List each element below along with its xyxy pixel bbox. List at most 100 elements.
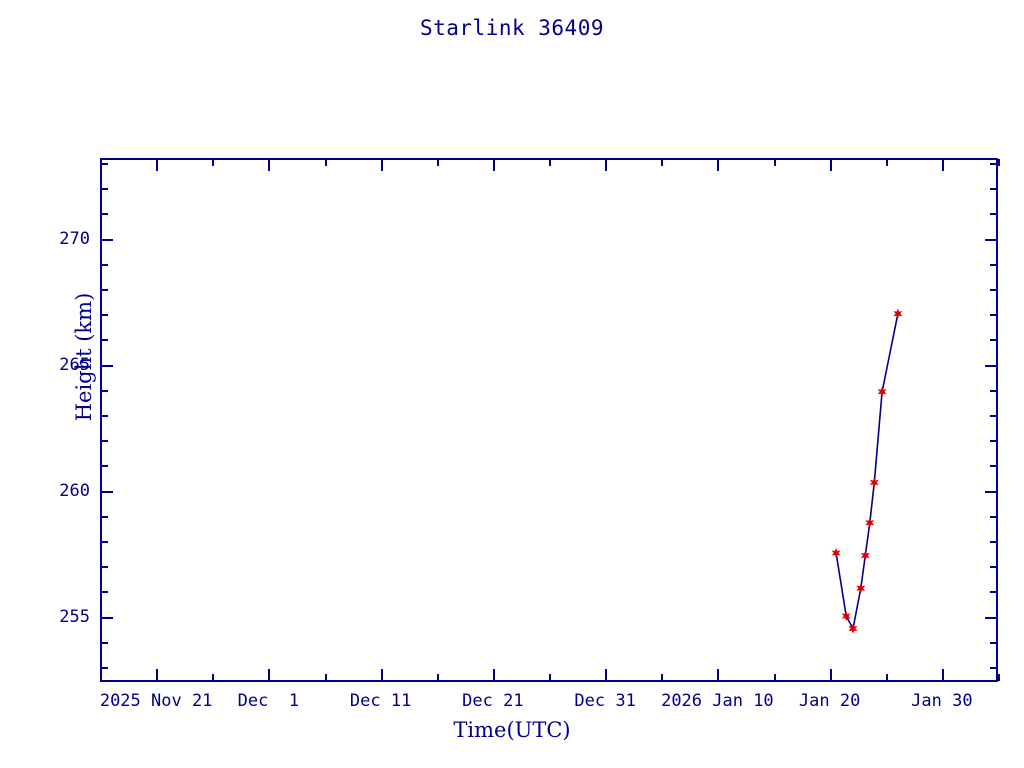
height-series-line: [835, 313, 899, 631]
y-minor-tick-right: [990, 213, 997, 215]
y-major-tick-right: [985, 491, 997, 493]
x-major-tick: [717, 669, 719, 681]
y-minor-tick-right: [990, 465, 997, 467]
data-point-marker: [841, 610, 851, 622]
data-point-marker: [869, 477, 879, 488]
y-axis-title: Height (km): [72, 292, 96, 422]
x-minor-tick-top: [212, 159, 214, 166]
x-minor-tick-top: [100, 159, 102, 166]
x-major-tick-top: [268, 159, 270, 171]
x-minor-tick-top: [886, 159, 888, 166]
plot-area: [100, 158, 998, 682]
y-minor-tick-right: [990, 390, 997, 392]
y-minor-tick: [101, 289, 108, 291]
x-minor-tick: [212, 674, 214, 681]
x-minor-tick: [661, 674, 663, 681]
x-minor-tick-top: [325, 159, 327, 166]
x-major-tick: [268, 669, 270, 681]
y-minor-tick: [101, 314, 108, 316]
x-tick-label: Jan 20: [798, 691, 861, 711]
x-major-tick: [605, 669, 607, 681]
y-minor-tick-right: [990, 566, 997, 568]
x-major-tick-top: [605, 159, 607, 171]
x-major-tick-top: [717, 159, 719, 171]
y-minor-tick: [101, 465, 108, 467]
y-minor-tick: [101, 188, 108, 190]
x-minor-tick: [325, 674, 327, 681]
y-tick-label: 255: [59, 606, 90, 627]
x-minor-tick-top: [437, 159, 439, 166]
y-minor-tick: [101, 415, 108, 417]
x-minor-tick-top: [661, 159, 663, 166]
y-minor-tick-right: [990, 667, 997, 669]
x-tick-label: Dec 11: [349, 691, 412, 711]
y-minor-tick-right: [990, 289, 997, 291]
x-major-tick: [156, 669, 158, 681]
x-major-tick-top: [381, 159, 383, 171]
y-minor-tick: [101, 516, 108, 518]
y-minor-tick: [101, 541, 108, 543]
x-tick-label: 2025 Nov 21: [99, 691, 213, 711]
x-tick-label: Dec 21: [462, 691, 524, 711]
y-minor-tick: [101, 213, 108, 215]
x-minor-tick: [437, 674, 439, 681]
x-minor-tick-top: [774, 159, 776, 166]
x-major-tick-top: [830, 159, 832, 171]
x-minor-tick-top: [998, 159, 1000, 166]
y-major-tick-right: [985, 617, 997, 619]
y-tick-label: 265: [59, 354, 90, 375]
x-minor-tick: [100, 674, 102, 681]
y-major-tick: [101, 617, 113, 619]
y-major-tick: [101, 365, 113, 367]
y-minor-tick-right: [990, 440, 997, 442]
x-major-tick: [942, 669, 944, 681]
x-minor-tick: [886, 674, 888, 681]
y-minor-tick: [101, 264, 108, 266]
y-minor-tick: [101, 642, 108, 644]
data-point-marker: [860, 550, 870, 561]
data-point-marker: [856, 583, 866, 594]
x-minor-tick: [998, 674, 1000, 681]
x-major-tick-top: [156, 159, 158, 171]
data-point-marker: [831, 547, 841, 559]
y-minor-tick-right: [990, 642, 997, 644]
x-major-tick: [493, 669, 495, 681]
y-minor-tick-right: [990, 264, 997, 266]
x-tick-label: Dec 1: [237, 691, 300, 711]
x-minor-tick: [774, 674, 776, 681]
data-point-marker: [877, 386, 887, 397]
data-series-svg: [831, 308, 903, 634]
y-minor-tick-right: [990, 339, 997, 341]
y-minor-tick: [101, 566, 108, 568]
x-major-tick-top: [493, 159, 495, 171]
chart-title: Starlink 36409: [419, 16, 604, 40]
x-minor-tick-top: [549, 159, 551, 166]
y-major-tick-right: [985, 365, 997, 367]
y-major-tick: [101, 491, 113, 493]
y-minor-tick: [101, 667, 108, 669]
y-minor-tick: [101, 339, 108, 341]
y-minor-tick-right: [990, 516, 997, 518]
x-tick-label: 2026 Jan 10: [661, 691, 774, 711]
y-minor-tick-right: [990, 163, 997, 165]
y-minor-tick-right: [990, 541, 997, 543]
x-minor-tick: [549, 674, 551, 681]
y-minor-tick-right: [990, 415, 997, 417]
y-tick-label: 260: [59, 480, 90, 501]
y-minor-tick-right: [990, 591, 997, 593]
x-major-tick: [381, 669, 383, 681]
y-minor-tick: [101, 440, 108, 442]
y-major-tick-right: [985, 239, 997, 241]
x-axis-title: Time(UTC): [453, 718, 571, 742]
x-tick-label: Dec 31: [574, 691, 636, 711]
y-minor-tick: [101, 591, 108, 593]
height-series-markers: [831, 308, 903, 634]
x-major-tick: [830, 669, 832, 681]
y-minor-tick: [101, 390, 108, 392]
y-minor-tick-right: [990, 188, 997, 190]
data-point-marker: [848, 623, 858, 634]
data-point-marker: [865, 517, 875, 528]
x-major-tick-top: [942, 159, 944, 171]
x-tick-label: Jan 30: [911, 691, 973, 711]
